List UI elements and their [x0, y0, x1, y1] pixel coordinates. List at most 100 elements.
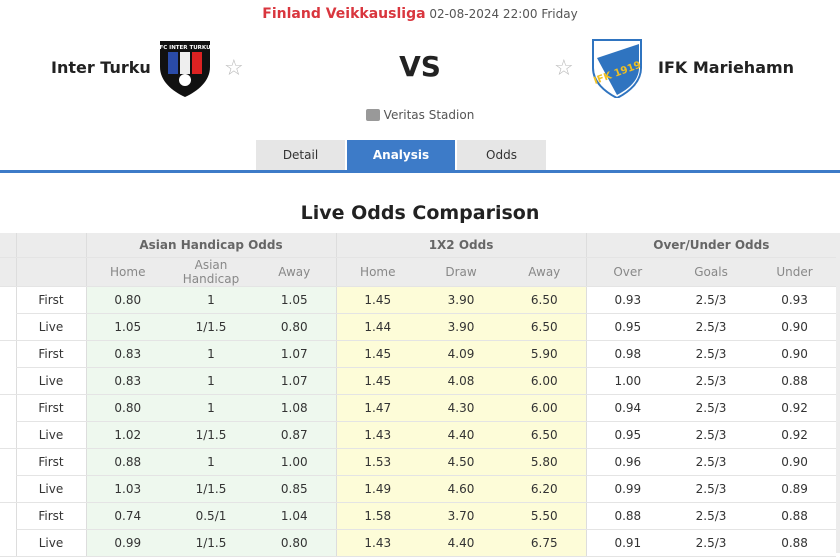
odds-value: 4.40: [419, 529, 504, 557]
odds-value: 0.98: [585, 340, 670, 368]
bookmaker-cell: [0, 448, 16, 475]
odds-value: 1: [169, 448, 253, 476]
bookmaker-cell: [0, 367, 16, 395]
odds-type: First: [15, 502, 86, 530]
odds-value: 4.09: [419, 340, 504, 368]
odds-value: 1: [169, 286, 253, 314]
odds-value: 0.92: [753, 421, 837, 449]
tab-underline: [0, 170, 840, 173]
odds-value: 0.88: [585, 502, 670, 530]
league-link[interactable]: Finland Veikkausliga: [262, 6, 426, 22]
odds-value: 2.5/3: [669, 529, 754, 557]
home-team-name[interactable]: Inter Turku: [51, 58, 151, 77]
odds-value: 0.92: [753, 394, 837, 422]
odds-value: 0.80: [253, 529, 337, 557]
header-blank: [15, 233, 86, 258]
odds-value: 2.5/3: [669, 394, 754, 422]
odds-value: 1.04: [253, 502, 337, 530]
odds-value: 6.50: [503, 313, 587, 341]
odds-value: 6.00: [503, 394, 587, 422]
odds-value: 4.40: [419, 421, 504, 449]
odds-value: 1.45: [335, 286, 420, 314]
bookmaker-cell: [0, 340, 16, 367]
odds-value: 0.88: [753, 367, 837, 395]
odds-value: 0.88: [753, 529, 837, 557]
odds-value: 2.5/3: [669, 421, 754, 449]
odds-row: First 0.74 0.5/1 1.04 1.58 3.70 5.50 0.88 2.5/3 0…: [0, 502, 837, 530]
column-header: Asian Handicap: [169, 257, 253, 287]
bookmaker-cell: [0, 529, 16, 557]
odds-value: 1.07: [253, 340, 337, 368]
stadium-icon: [365, 109, 380, 121]
odds-value: 1.43: [335, 529, 420, 557]
odds-value: 1.49: [335, 475, 420, 503]
odds-value: 0.93: [585, 286, 670, 314]
group-1x2: 1X2 Odds: [335, 233, 587, 258]
odds-row: First 0.80 1 1.08 1.47 4.30 6.00 0.94 2.5/3 0.92: [0, 394, 837, 422]
odds-value: 1/1.5: [169, 475, 253, 503]
away-team-name[interactable]: IFK Mariehamn: [658, 58, 795, 77]
odds-value: 1.00: [253, 448, 337, 476]
odds-row: Live 1.02 1/1.5 0.87 1.43 4.40 6.50 0.95 2.5/3 0.…: [0, 421, 837, 449]
odds-value: 1/1.5: [169, 313, 253, 341]
odds-value: 3.90: [419, 313, 504, 341]
odds-value: 1.02: [85, 421, 169, 449]
home-logo-text: FC INTER TURKU: [159, 45, 210, 51]
vs-label: VS: [399, 50, 441, 83]
odds-type: Live: [15, 367, 86, 395]
bookmaker-cell: [0, 502, 16, 529]
odds-value: 1.43: [335, 421, 420, 449]
odds-type: Live: [15, 421, 86, 449]
favorite-away-star-icon[interactable]: ☆: [554, 56, 574, 81]
bookmaker-cell: [0, 313, 16, 341]
tab-analysis[interactable]: Analysis: [347, 140, 455, 170]
odds-value: 2.5/3: [669, 340, 754, 368]
odds-value: 0.89: [753, 475, 837, 503]
odds-value: 6.50: [503, 286, 587, 314]
odds-value: 1: [169, 367, 253, 395]
odds-value: 0.88: [753, 502, 837, 530]
column-header: Goals: [669, 257, 754, 287]
odds-value: 0.99: [585, 475, 670, 503]
column-header: Draw: [419, 257, 504, 287]
odds-value: 0.74: [85, 502, 169, 530]
odds-value: 1.53: [335, 448, 420, 476]
header-blank: [0, 257, 16, 287]
odds-value: 2.5/3: [669, 502, 754, 530]
column-header: Away: [503, 257, 587, 287]
scrollbar-track[interactable]: [836, 233, 840, 553]
odds-value: 0.95: [585, 421, 670, 449]
bookmaker-cell: [0, 286, 16, 313]
bookmaker-cell: [0, 421, 16, 449]
odds-value: 6.50: [503, 421, 587, 449]
match-info: Finland Veikkausliga 02-08-2024 22:00 Fr…: [0, 6, 840, 22]
odds-value: 1.05: [85, 313, 169, 341]
odds-value: 1.05: [253, 286, 337, 314]
odds-value: 2.5/3: [669, 448, 754, 476]
odds-row: First 0.88 1 1.00 1.53 4.50 5.80 0.96 2.5/3 0.90: [0, 448, 837, 476]
tab-odds[interactable]: Odds: [457, 140, 546, 170]
odds-value: 1/1.5: [169, 421, 253, 449]
odds-value: 4.08: [419, 367, 504, 395]
column-header: Over: [585, 257, 670, 287]
odds-value: 0.94: [585, 394, 670, 422]
odds-value: 2.5/3: [669, 286, 754, 314]
odds-value: 1.58: [335, 502, 420, 530]
odds-value: 3.90: [419, 286, 504, 314]
odds-value: 1.45: [335, 367, 420, 395]
odds-value: 0.87: [253, 421, 337, 449]
odds-value: 1.03: [85, 475, 169, 503]
odds-value: 0.5/1: [169, 502, 253, 530]
tab-detail[interactable]: Detail: [256, 140, 345, 170]
odds-value: 0.83: [85, 340, 169, 368]
odds-value: 6.75: [503, 529, 587, 557]
odds-value: 6.00: [503, 367, 587, 395]
odds-row: Live 1.03 1/1.5 0.85 1.49 4.60 6.20 0.99 2.5/3 0.…: [0, 475, 837, 503]
odds-type: Live: [15, 529, 86, 557]
odds-value: 0.93: [753, 286, 837, 314]
odds-value: 6.20: [503, 475, 587, 503]
away-team-logo: IFK 1919: [592, 39, 643, 98]
bookmaker-cell: [0, 475, 16, 503]
odds-value: 0.85: [253, 475, 337, 503]
favorite-home-star-icon[interactable]: ☆: [224, 56, 244, 81]
